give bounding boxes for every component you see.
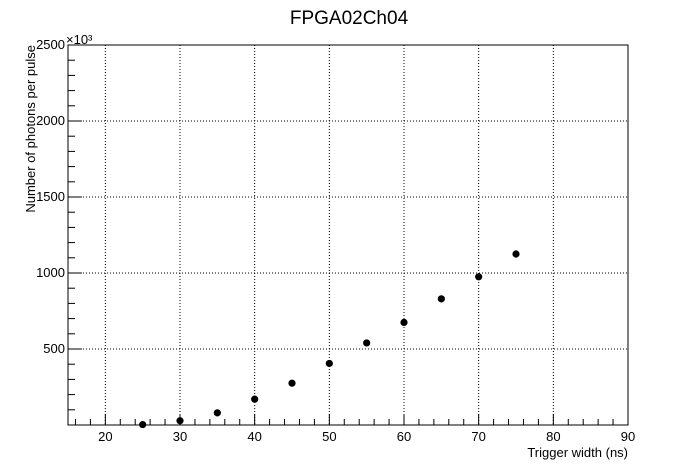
data-point <box>363 339 371 347</box>
data-points <box>139 250 520 429</box>
axis-ticks <box>68 44 629 426</box>
data-point <box>437 295 445 303</box>
x-tick-label: 20 <box>98 429 112 444</box>
y-tick-label: 500 <box>43 341 65 356</box>
grid-lines <box>68 45 628 425</box>
data-point <box>251 395 259 403</box>
y-axis-multiplier: ×10³ <box>66 32 93 47</box>
y-tick-label: 1000 <box>36 265 65 280</box>
x-tick-label: 70 <box>471 429 485 444</box>
y-tick-label: 2000 <box>36 113 65 128</box>
y-axis-label: Number of photons per pulse <box>23 45 38 213</box>
x-tick-label: 90 <box>621 429 635 444</box>
data-point <box>213 409 221 417</box>
x-tick-label: 50 <box>322 429 336 444</box>
y-tick-label: 1500 <box>36 189 65 204</box>
data-point <box>288 379 296 387</box>
y-tick-label: 2500 <box>36 37 65 52</box>
data-point <box>325 359 333 368</box>
x-axis-label: Trigger width (ns) <box>527 445 628 460</box>
tick-labels: 20 30 40 50 60 70 80 90 500 1000 1500 2000 2500 <box>36 37 635 444</box>
plot-frame <box>67 44 629 426</box>
data-point <box>475 273 483 281</box>
data-point <box>176 417 184 425</box>
x-tick-label: 60 <box>397 429 411 444</box>
x-tick-label: 40 <box>247 429 261 444</box>
data-point <box>400 318 408 326</box>
x-tick-label: 80 <box>546 429 560 444</box>
x-tick-label: 30 <box>173 429 187 444</box>
chart-title: FPGA02Ch04 <box>290 8 409 29</box>
data-point <box>512 250 520 258</box>
data-point <box>139 420 147 429</box>
